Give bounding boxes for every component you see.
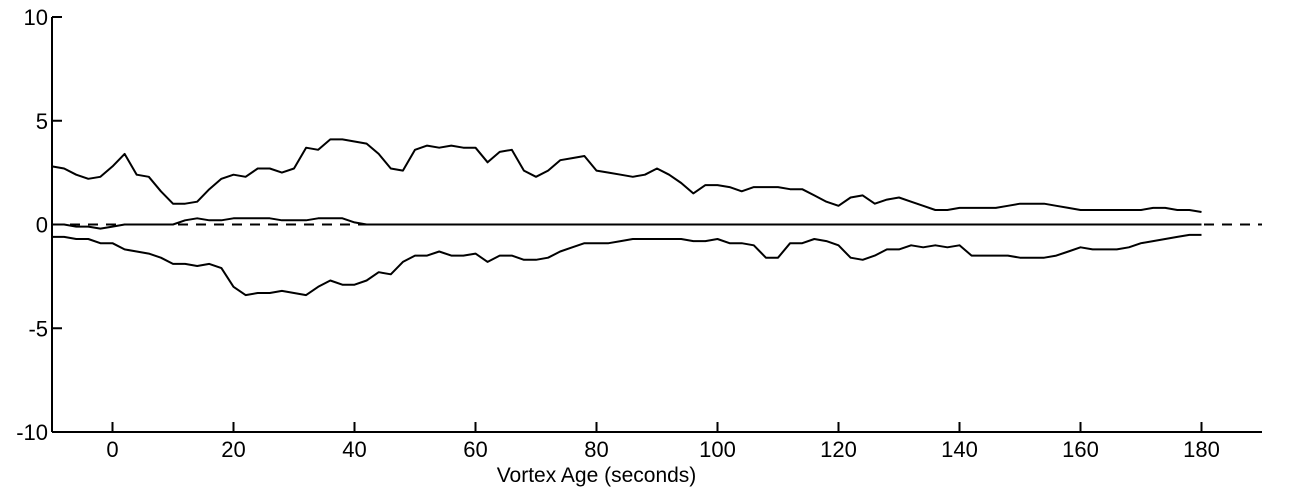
- series-line-1: [51, 138, 1202, 213]
- y-tick-label: 0: [36, 213, 48, 238]
- series-line-2: [52, 217, 1202, 230]
- x-axis-title: Vortex Age (seconds): [497, 464, 697, 487]
- x-tick-label: 80: [584, 437, 608, 462]
- x-tick-label: 20: [221, 437, 245, 462]
- series: [51, 138, 1262, 297]
- y-tick-label: 10: [24, 5, 48, 30]
- x-tick-label: 180: [1183, 437, 1220, 462]
- x-tick-label: 120: [820, 437, 857, 462]
- x-tick-label: 40: [342, 437, 366, 462]
- y-tick-label: 5: [36, 109, 48, 134]
- ticks: 10 5 0 -5 -10 0 20 40 60 80 100 120 140 160 180: [16, 5, 1220, 462]
- y-tick-label: -5: [28, 316, 48, 341]
- series-line-3: [52, 233, 1202, 297]
- x-tick-label: 140: [941, 437, 978, 462]
- x-tick-label: 0: [106, 437, 118, 462]
- x-tick-label: 60: [463, 437, 487, 462]
- y-tick-label: -10: [16, 420, 48, 445]
- x-tick-label: 100: [699, 437, 736, 462]
- x-tick-label: 160: [1062, 437, 1099, 462]
